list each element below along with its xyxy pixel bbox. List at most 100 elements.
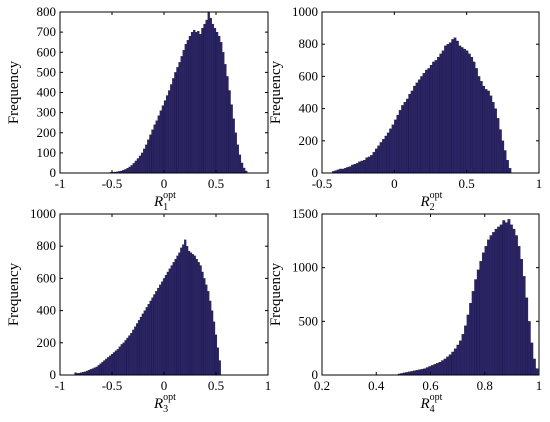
- histogram-bar: [199, 34, 202, 174]
- histogram-bar: [503, 150, 507, 174]
- histogram-bar: [89, 369, 92, 376]
- histogram-bar: [430, 365, 434, 376]
- y-tick-label: 800: [299, 36, 319, 51]
- y-tick-label: 300: [37, 105, 57, 120]
- histogram-bar: [487, 239, 490, 376]
- y-tick-label: 200: [299, 133, 319, 148]
- histogram-bar: [151, 129, 154, 174]
- histogram-bar: [456, 344, 460, 376]
- histogram-bar: [217, 36, 221, 174]
- histogram-bar: [197, 262, 200, 376]
- histogram-bar: [438, 361, 442, 376]
- histogram-bar: [491, 102, 495, 174]
- histogram-bar: [520, 258, 524, 376]
- histogram-bar: [180, 56, 183, 174]
- x-tick-label: -1: [55, 378, 66, 393]
- histogram-bar: [162, 278, 166, 376]
- histogram-bar: [510, 224, 513, 376]
- histogram-bar: [137, 320, 141, 376]
- histogram-bar: [189, 252, 193, 376]
- histogram-bar: [453, 348, 457, 376]
- histogram-bar: [184, 239, 187, 376]
- histogram-bar: [215, 32, 219, 174]
- histogram-bar: [195, 258, 198, 376]
- histogram-bar: [471, 291, 475, 376]
- histogram-bar: [220, 42, 223, 174]
- y-tick-label: 500: [299, 313, 319, 328]
- histogram-bar: [363, 159, 366, 174]
- x-tick-label: -1: [55, 176, 66, 191]
- histogram-bar: [182, 244, 185, 376]
- histogram-bar: [191, 254, 194, 376]
- x-tick-label: 0: [161, 176, 168, 191]
- histogram-bar: [461, 334, 465, 376]
- histogram-bar: [413, 85, 416, 174]
- y-tick-label: 600: [37, 270, 57, 285]
- histogram-bar: [232, 118, 235, 174]
- histogram-bar: [441, 360, 444, 376]
- histogram-bar: [212, 321, 216, 376]
- histogram-bar: [128, 335, 131, 376]
- histogram-bar: [126, 337, 129, 376]
- panel-r3-histogram: -1 -0.5 0 0.5 1 0 200 400 600 800 1000 Frequency R3o…: [6, 206, 271, 415]
- y-tick-label: 600: [299, 68, 319, 83]
- histogram-bar: [149, 134, 152, 174]
- histogram-bar: [453, 37, 457, 174]
- histogram-bar: [532, 358, 536, 376]
- histogram-bar: [207, 291, 210, 376]
- histogram-bar: [370, 155, 373, 174]
- histogram-bar: [193, 255, 196, 376]
- histogram-bar: [170, 265, 173, 376]
- y-tick-label: 0: [50, 165, 57, 180]
- histogram-bar: [178, 252, 181, 376]
- histogram-bar: [101, 361, 104, 376]
- y-tick-label: 400: [37, 303, 57, 318]
- histogram-bar: [403, 102, 407, 174]
- histogram-bar: [166, 271, 169, 376]
- histogram-bar: [398, 110, 402, 174]
- x-tick-label: -0.5: [312, 176, 333, 191]
- histogram-bar: [153, 294, 156, 376]
- histogram-bar: [499, 224, 503, 376]
- y-axis-label: Frequency: [268, 60, 284, 124]
- histogram-bar: [188, 36, 192, 174]
- histogram-bar: [341, 168, 345, 174]
- y-tick-label: 0: [312, 165, 319, 180]
- histogram-bar: [469, 302, 473, 376]
- histogram-bar: [487, 90, 490, 174]
- histogram-bar: [192, 29, 196, 174]
- histogram-bar: [214, 334, 218, 376]
- y-tick-label: 700: [37, 24, 57, 39]
- histogram-bar: [459, 340, 462, 376]
- histogram-bar: [187, 250, 191, 376]
- y-tick-label: 200: [37, 125, 57, 140]
- histogram-bar: [159, 284, 162, 376]
- histogram-bar: [386, 132, 390, 174]
- histogram-bar: [527, 321, 531, 376]
- histogram-bar: [91, 368, 94, 376]
- histogram-bar: [136, 158, 140, 174]
- histogram-bar: [474, 279, 478, 376]
- histogram-bar: [502, 220, 506, 376]
- histogram-bar: [155, 291, 158, 376]
- y-tick-label: 400: [37, 85, 57, 100]
- histogram-bar: [410, 371, 414, 376]
- histogram-bar: [114, 350, 118, 376]
- histogram-bar: [122, 342, 125, 376]
- histogram-bar: [446, 44, 450, 174]
- histogram-bar: [151, 297, 154, 376]
- histogram-bar: [489, 235, 493, 376]
- y-tick-label: 400: [299, 101, 319, 116]
- histogram-bar: [141, 313, 144, 376]
- histogram-bar: [499, 129, 502, 174]
- histogram-bar: [132, 329, 135, 376]
- histogram-bar: [213, 27, 217, 174]
- histogram-bar: [448, 354, 452, 376]
- histogram-bar: [99, 363, 102, 376]
- histogram-bar: [124, 169, 127, 174]
- histogram-bar: [103, 360, 106, 376]
- histogram-bar: [161, 281, 164, 376]
- histogram-bar: [372, 151, 376, 174]
